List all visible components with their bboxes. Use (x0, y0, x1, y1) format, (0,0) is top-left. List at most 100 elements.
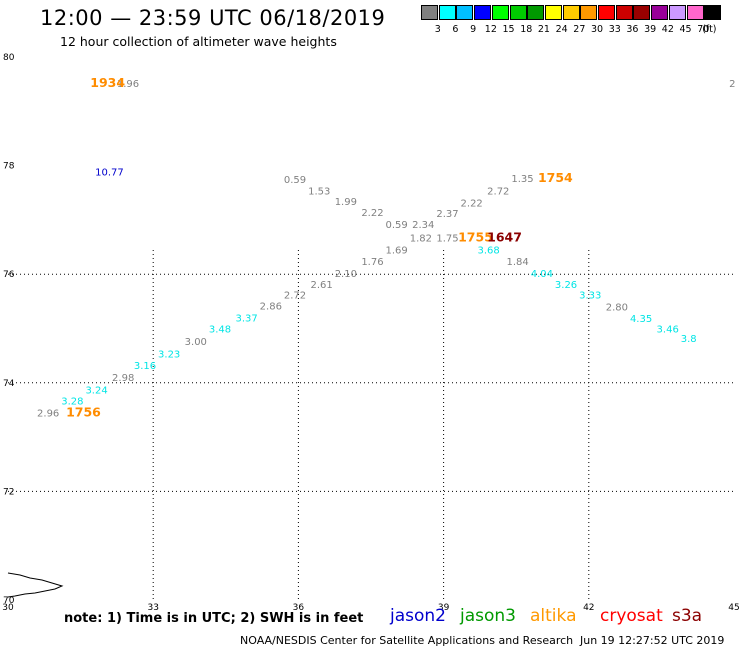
wave-height-label: 2.86 (260, 301, 282, 312)
satellite-label-jason2: jason2 (390, 606, 446, 626)
legend-label: 33 (608, 24, 621, 35)
legend-swatch (544, 5, 562, 20)
wave-height-label: 1.35 (511, 174, 533, 185)
wave-height-label: 3.28 (61, 397, 83, 408)
wave-height-label: 3.16 (134, 361, 156, 372)
wave-height-label: 1.84 (507, 257, 529, 268)
satellite-label-s3a: s3a (672, 606, 703, 626)
legend-label: 70 (697, 24, 710, 35)
wave-height-label: 3.46 (657, 324, 679, 335)
map-subtitle: 12 hour collection of altimeter wave hei… (60, 34, 337, 49)
legend-label: 6 (452, 24, 459, 35)
legend-label: 12 (484, 24, 497, 35)
wave-height-label: 1934 (90, 75, 125, 90)
credit-line: NOAA/NESDIS Center for Satellite Applica… (240, 634, 574, 647)
wave-height-label: 2.80 (606, 303, 628, 314)
wave-height-label: 1.76 (361, 257, 383, 268)
longitude-tick-label: 42 (583, 603, 594, 613)
wave-height-label: 1.99 (335, 197, 357, 208)
wave-height-label: 2.22 (461, 198, 483, 209)
latitude-tick-label: 78 (3, 162, 15, 172)
satellite-label-altika: altika (530, 606, 577, 626)
legend-swatch (633, 5, 651, 20)
legend-label: 36 (626, 24, 639, 35)
longitude-tick-label: 36 (293, 603, 305, 613)
longitude-tick-label: 30 (2, 603, 14, 613)
wave-height-label: 2.72 (487, 186, 509, 197)
legend-label: 39 (644, 24, 657, 35)
wave-height-label: 3.68 (477, 246, 499, 257)
latitude-tick-label: 80 (3, 53, 15, 63)
latitude-tick-label: 74 (3, 379, 15, 389)
legend-swatch (421, 5, 438, 20)
wave-height-label: 1.75 (436, 234, 458, 245)
legend-label: 30 (591, 24, 604, 35)
wave-height-label: 4.04 (531, 269, 553, 280)
legend-swatch (527, 5, 545, 20)
wave-height-label: 3.8 (681, 334, 697, 345)
legend-swatch (562, 5, 580, 20)
latitude-tick-label: 70 (3, 596, 15, 606)
legend-swatch (456, 5, 474, 20)
legend-swatch (491, 5, 509, 20)
legend-label: 3 (434, 24, 441, 35)
wave-height-label: 3.00 (185, 337, 207, 348)
legend-label: 9 (470, 24, 477, 35)
legend-swatch (580, 5, 598, 20)
legend-swatch (651, 5, 669, 20)
latitude-tick-label: 76 (3, 270, 15, 280)
legend-label: 15 (502, 24, 515, 35)
legend-label: 42 (661, 24, 674, 35)
legend-swatch (509, 5, 527, 20)
wave-height-label: 2 (729, 79, 735, 90)
wave-height-label: 10.77 (95, 167, 124, 178)
legend-swatch (598, 5, 615, 20)
latitude-tick-label: 72 (3, 487, 14, 497)
legend-swatch (704, 5, 722, 20)
wave-height-label: 3.48 (209, 324, 231, 335)
wave-height-label: 0.59 (386, 220, 408, 231)
wave-height-label: 1.53 (308, 186, 330, 197)
wave-height-label: 0.59 (284, 175, 306, 186)
legend-swatch (668, 5, 686, 20)
wave-height-label: 3.37 (235, 313, 257, 324)
legend-label: 27 (573, 24, 586, 35)
timestamp: Jun 19 12:27:52 UTC 2019 (580, 634, 725, 647)
wave-height-label: 2.61 (311, 280, 333, 291)
wave-height-label: 1.96 (117, 79, 139, 90)
longitude-tick-label: 45 (728, 603, 739, 613)
legend-swatch (686, 5, 704, 20)
wave-height-label: 2.96 (37, 408, 59, 419)
wave-height-label: 2.37 (436, 209, 458, 220)
wave-height-label: 2.98 (112, 373, 134, 384)
legend-label: (ft) (702, 24, 717, 35)
legend-label: 18 (520, 24, 533, 35)
wave-height-label: 1755 (458, 230, 493, 245)
legend-label: 45 (679, 24, 692, 35)
wave-height-label: 2.34 (412, 220, 434, 231)
legend-swatch (615, 5, 633, 20)
satellite-label-cryosat: cryosat (600, 606, 663, 626)
coastline (7, 572, 64, 598)
wave-height-label: 4.35 (630, 314, 652, 325)
legend-swatch (474, 5, 492, 20)
wave-height-label: 3.33 (579, 291, 601, 302)
wave-height-label: 2.22 (361, 208, 383, 219)
map-title: 12:00 — 23:59 UTC 06/18/2019 (40, 6, 386, 30)
wave-height-label: 3.24 (85, 386, 107, 397)
legend-swatch (438, 5, 456, 20)
wave-height-label: 1754 (538, 170, 573, 185)
wave-height-label: 2.72 (284, 291, 306, 302)
wave-height-label: 1.82 (410, 234, 432, 245)
longitude-tick-label: 39 (438, 603, 450, 613)
legend-label: 24 (555, 24, 568, 35)
wave-height-label: 3.23 (158, 349, 180, 360)
wave-height-label: 1647 (487, 230, 522, 245)
wave-height-label: 1756 (66, 404, 101, 419)
legend-label: 21 (537, 24, 550, 35)
wave-height-label: 1.69 (386, 246, 408, 257)
wave-height-label: 3.26 (555, 280, 577, 291)
satellite-label-jason3: jason3 (460, 606, 516, 626)
wave-height-label: 2.10 (335, 269, 357, 280)
